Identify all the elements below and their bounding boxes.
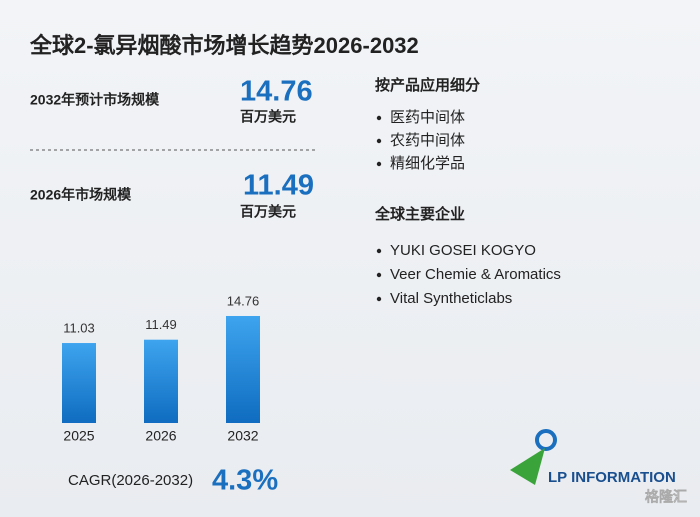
bar (226, 315, 260, 423)
company-item: Vital Syntheticlabs (390, 290, 512, 307)
bullet (376, 296, 382, 302)
bar (144, 339, 178, 423)
stat-unit: 百万美元 (240, 109, 296, 125)
logo-icon (535, 429, 557, 451)
stat-label: 2032年预计市场规模 (30, 92, 160, 108)
x-tick-label: 2032 (227, 428, 258, 444)
bar (62, 343, 96, 423)
segments-title: 按产品应用细分 (375, 76, 480, 94)
logo: LP INFORMATION (510, 429, 676, 486)
company-item: YUKI GOSEI KOGYO (390, 242, 536, 259)
stat-unit: 百万美元 (240, 204, 296, 220)
cagr-label: CAGR(2026-2032) (68, 472, 193, 489)
bullet (376, 272, 382, 278)
companies-title: 全球主要企业 (374, 205, 465, 223)
logo-text: LP INFORMATION (548, 469, 676, 486)
bullet (376, 115, 382, 121)
stat-value: 14.76 (240, 76, 313, 108)
x-tick-label: 2025 (63, 428, 94, 444)
cagr-value: 4.3% (212, 465, 278, 497)
value-label: 11.03 (63, 320, 95, 335)
stat-label: 2026年市场规模 (30, 187, 132, 203)
logo-icon (510, 448, 545, 485)
segment-item: 农药中间体 (390, 132, 465, 149)
stat-value: 11.49 (243, 170, 314, 202)
bullet (376, 138, 382, 144)
value-label: 14.76 (227, 293, 260, 308)
title: 全球2-氯异烟酸市场增长趋势2026-2032 (29, 33, 419, 58)
value-label: 11.49 (145, 317, 177, 332)
company-item: Veer Chemie & Aromatics (390, 266, 561, 283)
segment-item: 医药中间体 (390, 109, 465, 126)
x-tick-label: 2026 (145, 428, 176, 444)
segment-item: 精细化学品 (390, 155, 465, 172)
bullet (376, 161, 382, 167)
watermark: 格隆汇 (645, 489, 687, 505)
bullet (376, 248, 382, 254)
